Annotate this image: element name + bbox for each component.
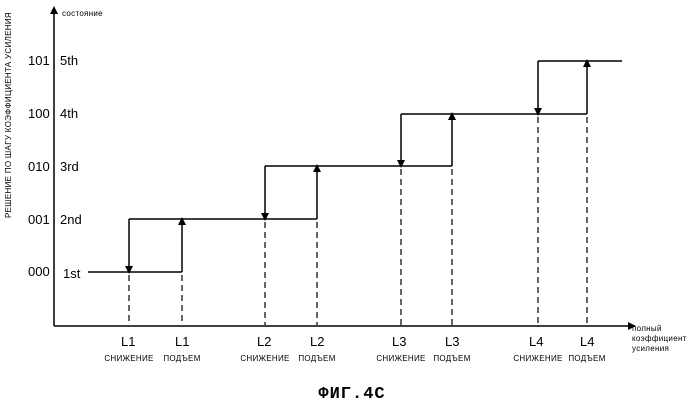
threshold-level-2: L2 (257, 334, 271, 349)
state-name-1st: 1st (63, 266, 81, 281)
figure-caption: ФИГ.4C (318, 385, 385, 404)
threshold-action-5: ПОДЪЕМ (433, 354, 470, 363)
threshold-action-7: ПОДЪЕМ (568, 354, 605, 363)
state-name-5th: 5th (60, 53, 78, 68)
state-code-100: 100 (28, 106, 50, 121)
threshold-action-6: СНИЖЕНИЕ (513, 354, 562, 363)
threshold-action-3: ПОДЪЕМ (298, 354, 335, 363)
up-transitions (182, 63, 587, 272)
state-name-3rd: 3rd (60, 159, 79, 174)
y-axis-side-label: РЕШЕНИЕ ПО ШАГУ КОЭФФИЦИЕНТА УСИЛЕНИЯ (4, 12, 13, 218)
threshold-dashes (129, 117, 587, 325)
threshold-level-7: L4 (580, 334, 594, 349)
state-name-2nd: 2nd (60, 212, 82, 227)
state-name-4th: 4th (60, 106, 78, 121)
state-code-101: 101 (28, 53, 50, 68)
threshold-action-1: ПОДЪЕМ (163, 354, 200, 363)
threshold-action-2: СНИЖЕНИЕ (240, 354, 289, 363)
x-axis-label-1: полный (632, 324, 662, 333)
threshold-level-4: L3 (392, 334, 406, 349)
threshold-level-5: L3 (445, 334, 459, 349)
threshold-level-0: L1 (121, 334, 135, 349)
state-code-001: 001 (28, 212, 50, 227)
threshold-level-3: L2 (310, 334, 324, 349)
threshold-level-1: L1 (175, 334, 189, 349)
state-code-010: 010 (28, 159, 50, 174)
threshold-action-4: СНИЖЕНИЕ (376, 354, 425, 363)
state-code-000: 000 (28, 264, 50, 279)
x-axis-label-3: усиления (632, 344, 669, 353)
state-levels (88, 61, 622, 272)
x-axis-label-2: коэффициент (632, 334, 687, 343)
threshold-action-0: СНИЖЕНИЕ (104, 354, 153, 363)
threshold-level-6: L4 (529, 334, 543, 349)
y-axis-top-label: состояние (62, 9, 103, 18)
